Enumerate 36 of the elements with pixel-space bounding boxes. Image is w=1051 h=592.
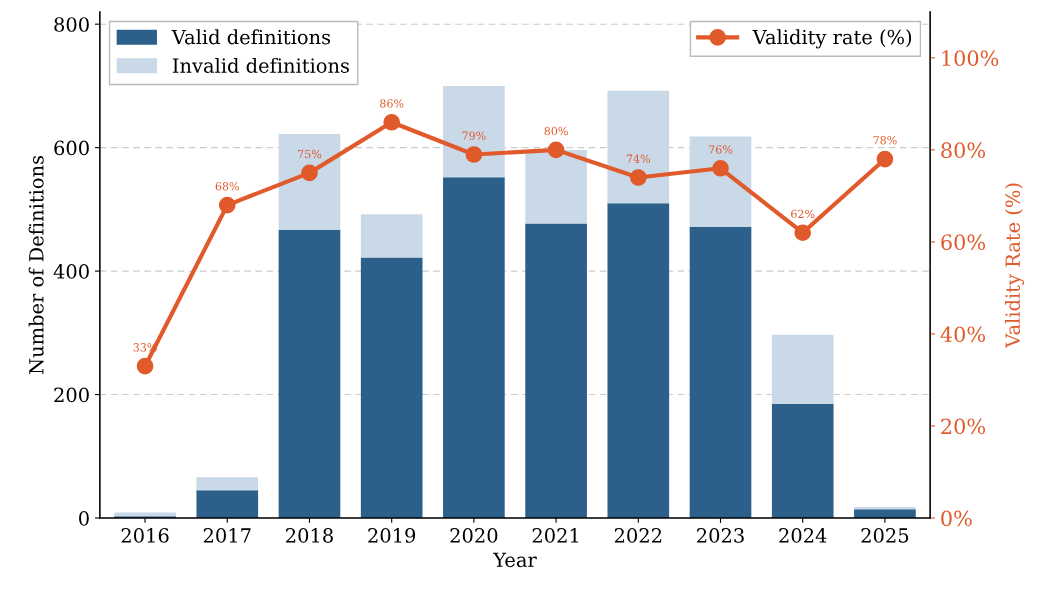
x-tick-label: 2022 [614,528,662,543]
data-label: 68% [215,182,239,191]
y-tick-label: 600 [54,140,89,156]
y-tick-label: 400 [53,264,89,279]
x-axis-title: Year [493,552,537,568]
legend-label: Valid definitions [171,29,331,45]
data-label: 78% [873,136,897,145]
data-label: 75% [298,149,322,159]
x-tick-label: 2023 [697,528,744,543]
x-tick-label: 2018 [286,528,333,543]
data-label: 80% [544,126,568,136]
x-tick-label: 2020 [450,528,498,543]
y-tick-label: 800 [54,17,89,32]
y-tick-label: 200 [54,387,89,403]
y-tick-label: 0 [79,510,89,526]
y2-tick-label: 100% [942,50,999,67]
legend-label: Validity rate (%) [752,29,912,49]
data-label: 76% [709,145,733,154]
y2-tick-label: 20% [941,418,986,435]
y2-tick-label: 0% [941,510,972,527]
y2-tick-label: 40% [940,326,986,343]
x-tick-label: 2021 [532,528,579,543]
y-axis-title: Number of Definitions [28,155,44,374]
x-tick-label: 2016 [121,528,169,543]
x-tick-label: 2019 [368,528,416,543]
data-label: 74% [626,154,651,163]
data-label: 86% [380,99,404,108]
data-label: 79% [462,131,486,140]
y2-tick-label: 60% [941,234,986,251]
data-label: 62% [791,209,815,219]
x-tick-label: 2025 [861,528,909,543]
x-tick-label: 2024 [779,528,827,543]
y2-tick-label: 80% [941,142,986,159]
legend-label: Invalid definitions [172,57,349,73]
y2-axis-title: Validity Rate (%) [1004,183,1025,348]
x-tick-label: 2017 [203,528,251,543]
